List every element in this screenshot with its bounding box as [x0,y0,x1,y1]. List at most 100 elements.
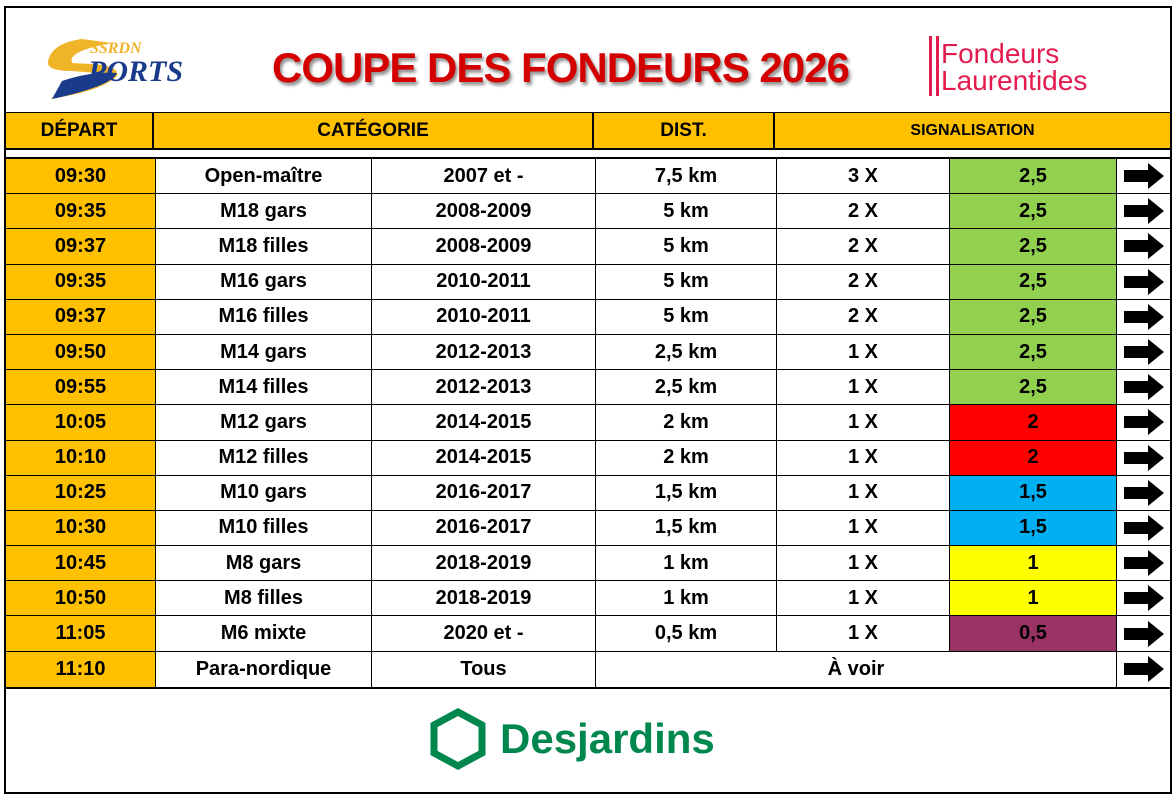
distance: 1 km [596,546,777,581]
sponsor-name: Desjardins [500,715,715,762]
hexagon-icon [430,708,486,770]
distance: 5 km [596,229,777,264]
ssrdn-sports-logo: SSRDN PORTS [47,39,183,99]
category: M8 gars [156,546,372,581]
signal-value: 2,5 [950,299,1117,334]
category: M14 filles [156,370,372,405]
distance: 0,5 km [596,616,777,651]
category: Open-maître [156,159,372,194]
birth-years: 2014-2015 [372,405,596,440]
start-time: 09:37 [6,299,156,334]
category: M18 filles [156,229,372,264]
birth-years: 2018-2019 [372,546,596,581]
distance: 2 km [596,405,777,440]
category: M10 filles [156,510,372,546]
start-time: 09:35 [6,264,156,299]
arrow-right-icon [1117,546,1170,580]
birth-years: 2008-2009 [372,229,596,264]
birth-years: 2016-2017 [372,510,596,546]
start-time: 11:10 [6,651,156,687]
signal-value: 1 [950,546,1117,581]
birth-years: 2018-2019 [372,581,596,616]
category: Para-nordique [156,651,372,687]
signal-value: 1 [950,581,1117,616]
arrow-right-icon [1117,229,1170,263]
laps: 3 X [777,159,950,194]
birth-years: 2012-2013 [372,334,596,370]
signal-value: 2,5 [950,229,1117,264]
distance: 1 km [596,581,777,616]
column-header-dist: DIST. [592,113,775,150]
distance: 5 km [596,264,777,299]
distance: 2,5 km [596,334,777,370]
signal-value: 0,5 [950,616,1117,651]
category: M8 filles [156,581,372,616]
table-row: 09:35 M16 gars 2010-2011 5 km 2 X 2,5 [6,264,1170,300]
table-row: 09:37 M16 filles 2010-2011 5 km 2 X 2,5 [6,299,1170,335]
birth-years: Tous [372,651,596,687]
table-row: 11:05 M6 mixte 2020 et -0,5 km 1 X 0,5 [6,616,1170,652]
start-time: 09:35 [6,194,156,229]
signal-value: 2,5 [950,159,1117,194]
start-time: 10:45 [6,546,156,581]
laps: 1 X [777,370,950,405]
start-time: 09:55 [6,370,156,405]
svg-text:PORTS: PORTS [87,55,183,88]
arrow-right-icon [1117,476,1170,510]
header: SSRDN PORTS COUPE DES FONDEURS 2026 Fond… [4,6,1172,114]
signal-value: 2,5 [950,334,1117,370]
column-header-signalisation: SIGNALISATION [773,113,1172,150]
category: M16 gars [156,264,372,299]
arrow-right-icon [1117,511,1170,545]
schedule-table: 09:30 Open-maître 2007 et -7,5 km 3 X 2,5 09:… [4,157,1172,689]
signal-value: 2,5 [950,194,1117,229]
column-header-depart: DÉPART [4,113,154,150]
laps: 2 X [777,194,950,229]
column-header-categorie: CATÉGORIE [152,113,594,150]
start-time: 10:50 [6,581,156,616]
birth-years: 2012-2013 [372,370,596,405]
birth-years: 2014-2015 [372,440,596,475]
svg-text:SSRDN: SSRDN [90,40,143,57]
note: À voir [596,651,1117,687]
laps: 1 X [777,334,950,370]
category: M12 gars [156,405,372,440]
start-time: 10:05 [6,405,156,440]
arrow-right-icon [1117,265,1170,299]
page-title: COUPE DES FONDEURS 2026 [272,44,850,91]
category: M12 filles [156,440,372,475]
signal-value: 2 [950,405,1117,440]
table-row: 10:30 M10 filles 2016-2017 1,5 km 1 X 1,5 [6,510,1170,547]
birth-years: 2016-2017 [372,475,596,510]
arrow-right-icon [1117,370,1170,404]
laps: 1 X [777,405,950,440]
birth-years: 2020 et - [372,616,596,651]
table-row: 11:10 Para-nordique Tous À voir [6,651,1170,687]
table-row: 09:50 M14 gars 2012-2013 2,5 km 1 X 2,5 [6,334,1170,371]
laps: 1 X [777,616,950,651]
table-row: 09:37 M18 filles 2008-2009 5 km 2 X 2,5 [6,229,1170,265]
distance: 1,5 km [596,475,777,510]
laps: 1 X [777,581,950,616]
arrow-right-icon [1117,194,1170,228]
birth-years: 2010-2011 [372,264,596,299]
category: M6 mixte [156,616,372,651]
arrow-right-icon [1117,159,1170,193]
signal-value: 1,5 [950,475,1117,510]
start-time: 10:25 [6,475,156,510]
table-row: 09:35 M18 gars 2008-2009 5 km 2 X 2,5 [6,194,1170,230]
arrow-right-icon [1117,616,1170,650]
laps: 1 X [777,440,950,475]
start-time: 09:50 [6,334,156,370]
start-time: 11:05 [6,616,156,651]
fondeurs-laurentides-logo: Fondeurs Laurentides [929,36,1129,100]
birth-years: 2008-2009 [372,194,596,229]
laps: 2 X [777,229,950,264]
distance: 7,5 km [596,159,777,194]
laps: 2 X [777,299,950,334]
distance: 5 km [596,299,777,334]
signal-value: 2 [950,440,1117,475]
category: M10 gars [156,475,372,510]
